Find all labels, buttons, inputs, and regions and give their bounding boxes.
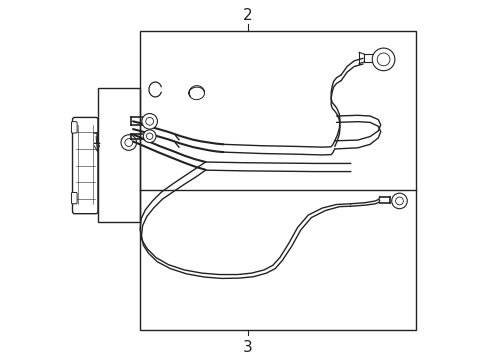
Circle shape xyxy=(145,117,153,125)
Circle shape xyxy=(124,139,132,147)
Circle shape xyxy=(121,135,136,150)
FancyBboxPatch shape xyxy=(72,117,98,214)
Text: 3: 3 xyxy=(243,340,252,355)
Circle shape xyxy=(391,193,407,209)
Circle shape xyxy=(371,48,394,71)
Circle shape xyxy=(376,53,389,66)
Circle shape xyxy=(142,113,157,129)
FancyBboxPatch shape xyxy=(71,122,77,133)
Bar xyxy=(140,31,415,330)
Bar xyxy=(98,88,140,222)
Text: 2: 2 xyxy=(243,8,252,23)
Circle shape xyxy=(146,133,153,139)
Circle shape xyxy=(395,197,403,205)
Text: 1: 1 xyxy=(91,131,101,147)
Circle shape xyxy=(143,130,156,143)
FancyBboxPatch shape xyxy=(71,193,77,204)
